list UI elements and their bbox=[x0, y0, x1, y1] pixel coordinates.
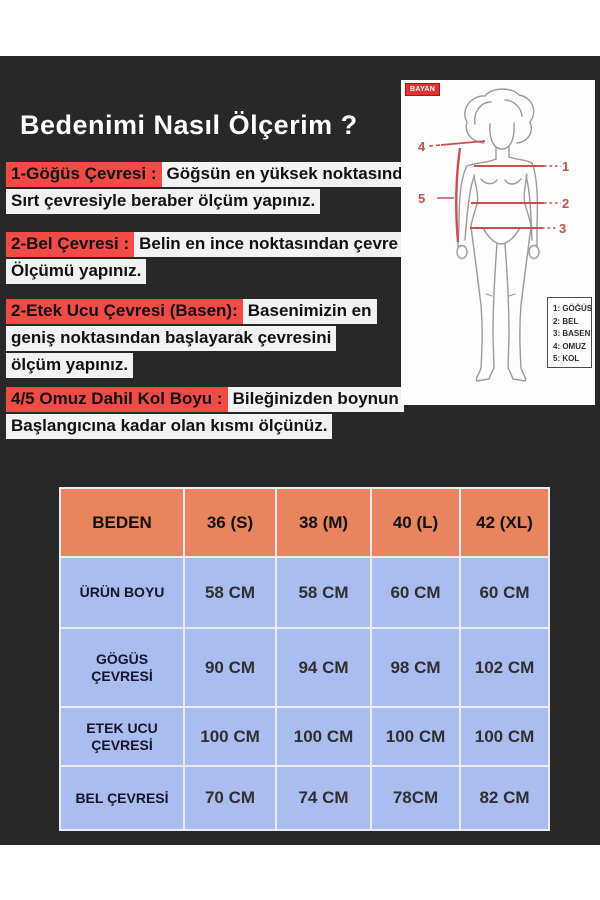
col-header-38m: 38 (M) bbox=[275, 487, 372, 558]
diagram-legend: 1: GÖĞÜS 2: BEL 3: BASEN 4: OMUZ 5: KOL bbox=[547, 297, 592, 368]
cell-value: 94 CM bbox=[275, 627, 372, 708]
legend-shoulder: 4: OMUZ bbox=[553, 341, 586, 351]
cell-value: 60 CM bbox=[370, 556, 461, 629]
section-hem-header: 2-Etek Ucu Çevresi (Basen): bbox=[6, 299, 243, 324]
section-hem-line1: 2-Etek Ucu Çevresi (Basen): Basenimizin … bbox=[6, 299, 377, 324]
section-arm-line2: Başlangıcına kadar olan kısmı ölçünüz. bbox=[6, 414, 404, 439]
cell-value: 70 CM bbox=[183, 765, 277, 831]
col-header-36s: 36 (S) bbox=[183, 487, 277, 558]
marker-2-waist: 2 bbox=[562, 196, 569, 211]
cell-value: 100 CM bbox=[459, 706, 550, 767]
section-arm-text2: Başlangıcına kadar olan kısmı ölçünüz. bbox=[6, 414, 333, 439]
figure-hair bbox=[464, 88, 535, 144]
cell-value: 82 CM bbox=[459, 765, 550, 831]
legend-hip: 3: BASEN bbox=[553, 329, 591, 338]
cell-value: 100 CM bbox=[275, 706, 372, 767]
legend-waist: 2: BEL bbox=[553, 316, 579, 326]
section-chest-text2: Sırt çevresiyle beraber ölçüm yapınız. bbox=[6, 189, 321, 214]
legend-arm: 5: KOL bbox=[553, 354, 580, 363]
cell-value: 74 CM bbox=[275, 765, 372, 831]
cell-value: 58 CM bbox=[183, 556, 277, 629]
body-figure-illustration: 1 2 3 4 5 bbox=[418, 88, 569, 382]
marker-1-chest: 1 bbox=[562, 159, 569, 174]
section-arm: 4/5 Omuz Dahil Kol Boyu : Bileğinizden b… bbox=[6, 387, 404, 441]
section-chest-line1: 1-Göğüs Çevresi : Göğsün en yüksek nokta… bbox=[6, 162, 428, 187]
section-waist-header: 2-Bel Çevresi : bbox=[6, 232, 135, 257]
table-row: BEL ÇEVRESİ 70 CM 74 CM 78CM 82 CM bbox=[59, 765, 550, 831]
row-label-product-length: ÜRÜN BOYU bbox=[59, 556, 185, 629]
section-arm-text: Bileğinizden boynun bbox=[227, 387, 404, 412]
cell-value: 98 CM bbox=[370, 627, 461, 708]
section-waist: 2-Bel Çevresi : Belin en ince noktasında… bbox=[6, 232, 403, 286]
cell-value: 78CM bbox=[370, 765, 461, 831]
table-row: GÖGÜS ÇEVRESİ 90 CM 94 CM 98 CM 102 CM bbox=[59, 627, 550, 708]
cell-value: 90 CM bbox=[183, 627, 277, 708]
cell-value: 58 CM bbox=[275, 556, 372, 629]
section-hem: 2-Etek Ucu Çevresi (Basen): Basenimizin … bbox=[6, 299, 377, 380]
size-table: BEDEN 36 (S) 38 (M) 40 (L) 42 (XL) ÜRÜN … bbox=[59, 487, 550, 831]
col-header-size: BEDEN bbox=[59, 487, 185, 558]
section-hem-text3: ölçüm yapınız. bbox=[6, 353, 134, 378]
cell-value: 100 CM bbox=[183, 706, 277, 767]
marker-5-arm: 5 bbox=[418, 191, 425, 206]
section-arm-line1: 4/5 Omuz Dahil Kol Boyu : Bileğinizden b… bbox=[6, 387, 404, 412]
section-waist-text: Belin en ince noktasından çevre bbox=[134, 232, 403, 257]
col-header-42xl: 42 (XL) bbox=[459, 487, 550, 558]
legend-chest: 1: GÖĞÜS bbox=[553, 304, 593, 313]
section-hem-text: Basenimizin en bbox=[242, 299, 377, 324]
section-arm-header: 4/5 Omuz Dahil Kol Boyu : bbox=[6, 387, 228, 412]
marker-3-hip: 3 bbox=[559, 221, 566, 236]
cell-value: 102 CM bbox=[459, 627, 550, 708]
section-hem-line3: ölçüm yapınız. bbox=[6, 353, 377, 378]
section-chest: 1-Göğüs Çevresi : Göğsün en yüksek nokta… bbox=[6, 162, 428, 216]
table-row: ETEK UCU ÇEVRESİ 100 CM 100 CM 100 CM 10… bbox=[59, 706, 550, 767]
section-waist-line1: 2-Bel Çevresi : Belin en ince noktasında… bbox=[6, 232, 403, 257]
cell-value: 60 CM bbox=[459, 556, 550, 629]
col-header-40l: 40 (L) bbox=[370, 487, 461, 558]
section-waist-text2: Ölçümü yapınız. bbox=[6, 259, 147, 284]
section-chest-header: 1-Göğüs Çevresi : bbox=[6, 162, 162, 187]
section-hem-text2: geniş noktasından başlayarak çevresini bbox=[6, 326, 337, 351]
marker-4-shoulder: 4 bbox=[418, 139, 426, 154]
section-hem-line2: geniş noktasından başlayarak çevresini bbox=[6, 326, 377, 351]
cell-value: 100 CM bbox=[370, 706, 461, 767]
measurement-diagram: BAYAN bbox=[401, 80, 595, 405]
section-chest-line2: Sırt çevresiyle beraber ölçüm yapınız. bbox=[6, 189, 428, 214]
section-chest-text: Göğsün en yüksek noktasından bbox=[161, 162, 428, 187]
row-label-chest: GÖGÜS ÇEVRESİ bbox=[59, 627, 185, 708]
table-row: ÜRÜN BOYU 58 CM 58 CM 60 CM 60 CM bbox=[59, 556, 550, 629]
size-table-header-row: BEDEN 36 (S) 38 (M) 40 (L) 42 (XL) bbox=[59, 487, 550, 558]
gender-badge: BAYAN bbox=[405, 83, 441, 96]
row-label-waist: BEL ÇEVRESİ bbox=[59, 765, 185, 831]
row-label-hem: ETEK UCU ÇEVRESİ bbox=[59, 706, 185, 767]
page-title: Bedenimi Nasıl Ölçerim ? bbox=[20, 110, 358, 140]
section-waist-line2: Ölçümü yapınız. bbox=[6, 259, 403, 284]
